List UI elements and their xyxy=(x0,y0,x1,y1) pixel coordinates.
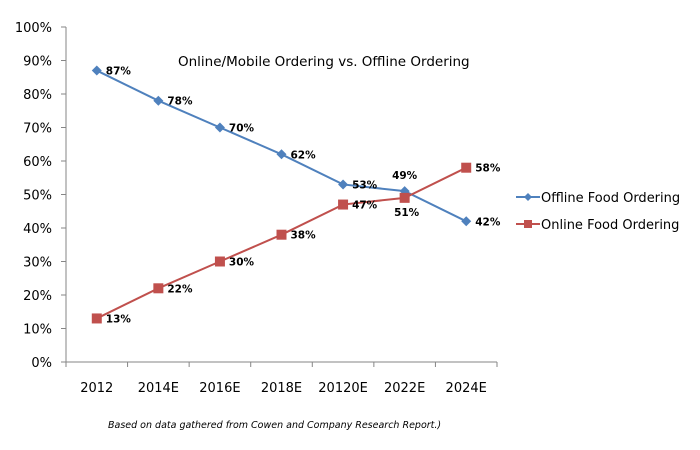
data-point-square xyxy=(338,199,349,210)
data-point-diamond xyxy=(214,122,225,133)
data-point-square xyxy=(214,256,225,267)
y-tick-label: 10% xyxy=(23,323,52,338)
legend-label: Online Food Ordering xyxy=(541,218,679,233)
data-label: 49% xyxy=(392,170,418,182)
y-tick-label: 20% xyxy=(23,289,52,304)
source-caption: Based on data gathered from Cowen and Co… xyxy=(108,420,441,431)
y-tick-label: 70% xyxy=(23,122,52,137)
x-tick-label: 20120E xyxy=(318,381,368,396)
data-label: 53% xyxy=(352,179,378,191)
y-tick-label: 60% xyxy=(23,155,52,170)
x-tick-label: 2022E xyxy=(384,381,425,396)
data-point-square xyxy=(153,283,164,294)
legend: Offline Food Ordering Online Food Orderin… xyxy=(516,191,680,233)
x-tick-label: 2024E xyxy=(446,381,487,396)
y-tick-label: 0% xyxy=(31,356,52,371)
data-label: 47% xyxy=(352,200,378,212)
x-tick-label: 2014E xyxy=(138,381,179,396)
data-point-square xyxy=(276,229,287,240)
data-label: 42% xyxy=(475,216,501,228)
data-label: 58% xyxy=(475,163,501,175)
x-tick-label: 2018E xyxy=(261,381,302,396)
y-tick-label: 100% xyxy=(15,21,52,36)
data-label: 38% xyxy=(291,230,317,242)
x-tick-label: 2012 xyxy=(80,381,113,396)
series-offline-food-ordering: 87% 78% 70% 62% 53% 49% 42% xyxy=(91,65,501,228)
data-label: 87% xyxy=(106,66,132,78)
data-point-diamond xyxy=(338,179,349,190)
series-line xyxy=(96,166,467,320)
x-tick-label: 2016E xyxy=(199,381,240,396)
series-group: 87% 78% 70% 62% 53% 49% 42% 13% 22% 30% 38% 47% 51% 5… xyxy=(91,65,501,325)
y-tick-label: 90% xyxy=(23,55,52,70)
data-label: 30% xyxy=(229,257,255,269)
data-point-square xyxy=(461,162,472,173)
data-label: 62% xyxy=(291,149,317,161)
data-label: 70% xyxy=(229,123,255,135)
data-label: 22% xyxy=(167,283,193,295)
legend-marker-square xyxy=(524,220,532,228)
data-point-square xyxy=(399,192,410,203)
data-point-square xyxy=(91,313,102,324)
legend-marker-diamond xyxy=(524,193,532,201)
data-label: 51% xyxy=(394,207,420,219)
data-point-diamond xyxy=(276,149,287,160)
y-tick-label: 30% xyxy=(23,256,52,271)
x-axis-ticks: 2012 2014E 2016E 2018E 20120E 2022E 2024E xyxy=(65,362,498,396)
data-label: 78% xyxy=(167,96,193,108)
series-line xyxy=(96,69,467,223)
legend-item: Online Food Ordering xyxy=(516,218,679,233)
y-tick-label: 50% xyxy=(23,189,52,204)
data-point-diamond xyxy=(153,95,164,106)
data-label: 13% xyxy=(106,313,132,325)
data-point-diamond xyxy=(91,65,102,76)
series-online-food-ordering: 13% 22% 30% 38% 47% 51% 58% xyxy=(91,162,501,325)
chart-title: Online/Mobile Ordering vs. Offline Order… xyxy=(178,54,470,70)
legend-label: Offline Food Ordering xyxy=(541,191,680,206)
y-tick-label: 40% xyxy=(23,222,52,237)
y-tick-label: 80% xyxy=(23,88,52,103)
y-axis-ticks: 0% 10% 20% 30% 40% 50% 60% 70% 80% 90% 100% xyxy=(15,21,66,371)
legend-item: Offline Food Ordering xyxy=(516,191,680,206)
data-point-diamond xyxy=(461,216,472,227)
